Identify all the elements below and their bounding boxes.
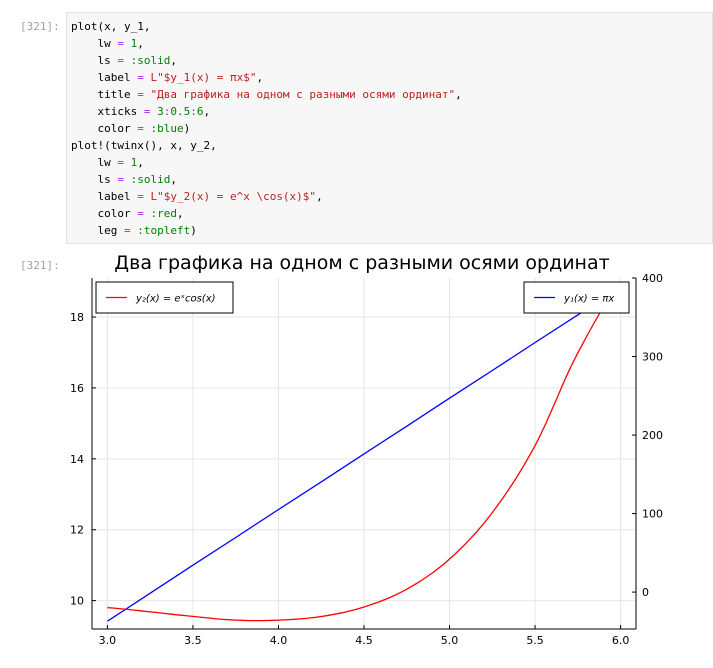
series xyxy=(107,286,622,622)
code-line: label = L"$y_2(x) = e^x \cos(x)$", xyxy=(71,188,462,205)
code-token: = xyxy=(137,71,144,84)
code-token: :red xyxy=(150,207,177,220)
code-token: = xyxy=(143,105,151,118)
code-line: plot(x, y_1, xyxy=(71,18,462,35)
legend-label-2: y₂(x) = eˣcos(x) xyxy=(135,294,216,305)
code-line: lw = 1, xyxy=(71,154,462,171)
left-y-tick-label: 16 xyxy=(70,382,84,395)
code-token: 1 xyxy=(130,37,138,50)
left-y-tick-label: 10 xyxy=(70,595,84,608)
legends: y₁(x) = πx y₂(x) = eˣcos(x) xyxy=(95,281,630,314)
code-token: : xyxy=(190,105,197,118)
code-line: ls = :solid, xyxy=(71,52,462,69)
code-line: ls = :solid, xyxy=(71,171,462,188)
code-token: :solid xyxy=(130,173,171,186)
axes: 3.0 3.5 4.0 4.5 5.0 5.5 6.0 10 12 14 16 18 0 100 200 30… xyxy=(70,272,663,647)
code-token: :solid xyxy=(130,54,171,67)
x-tick-label: 3.0 xyxy=(99,634,117,647)
code-token: plot!(twinx(), x, y_2, xyxy=(71,139,217,152)
input-prompt: [321]: xyxy=(20,20,60,33)
code-token: = xyxy=(117,173,124,186)
code-token: 3 xyxy=(157,105,164,118)
code-token: xticks xyxy=(71,105,144,118)
code-token: , xyxy=(170,173,177,186)
code-line: color = :blue) xyxy=(71,120,462,137)
code-token: = xyxy=(117,156,124,169)
code-token: ls xyxy=(71,173,118,186)
code-token: :topleft xyxy=(137,224,191,237)
code-token: , xyxy=(455,88,462,101)
x-tick-label: 4.0 xyxy=(270,634,288,647)
code-token: , xyxy=(316,190,323,203)
code-token: , xyxy=(170,54,177,67)
code-token: 1 xyxy=(130,156,138,169)
code-token: , xyxy=(176,207,184,220)
code-token: plot(x, y_1, xyxy=(71,20,151,33)
code-token: = xyxy=(137,88,144,101)
code-token: ls xyxy=(71,54,118,67)
code-token: :blue xyxy=(150,122,184,135)
code-token: label xyxy=(71,71,138,84)
code-token: title xyxy=(71,88,138,101)
code-token: 0.5 xyxy=(170,105,191,118)
code-token: , xyxy=(256,71,264,84)
code-token: lw xyxy=(71,156,118,169)
code-line: lw = 1, xyxy=(71,35,462,52)
code-token: = xyxy=(117,37,124,50)
code-token: = xyxy=(117,54,124,67)
code-token xyxy=(124,37,131,50)
right-y-tick-label: 400 xyxy=(642,272,663,285)
code-token: = xyxy=(137,207,144,220)
code-cell[interactable] xyxy=(66,12,713,244)
series-line-2 xyxy=(107,286,622,622)
output-prompt: [321]: xyxy=(20,259,60,272)
x-tick-label: 4.5 xyxy=(355,634,373,647)
chart: Два графика на одном с разными осями орд… xyxy=(70,252,663,647)
x-tick-label: 3.5 xyxy=(184,634,202,647)
code-line: color = :red, xyxy=(71,205,462,222)
code-token: , xyxy=(203,105,211,118)
code-token: , xyxy=(137,37,144,50)
code-line: title = "Два графика на одном с разными … xyxy=(71,86,462,103)
right-y-tick-label: 200 xyxy=(642,429,663,442)
right-y-tick-label: 100 xyxy=(642,508,663,521)
legend-label-1: y₁(x) = πx xyxy=(563,294,614,305)
code-line: plot!(twinx(), x, y_2, xyxy=(71,137,462,154)
code-token: "Два графика на одном с разными осями ор… xyxy=(150,88,456,101)
right-y-tick-label: 300 xyxy=(642,351,663,364)
code-token: L"$y_2(x) = e^x \cos(x)$" xyxy=(150,190,317,203)
x-tick-label: 5.5 xyxy=(526,634,544,647)
code-token: lw xyxy=(71,37,118,50)
code-token: 6 xyxy=(196,105,204,118)
right-y-tick-label: 0 xyxy=(642,586,649,599)
series-line-1 xyxy=(107,286,621,622)
chart-title: Два графика на одном с разными осями орд… xyxy=(114,252,609,274)
code-token: ) xyxy=(190,224,197,237)
left-y-tick-label: 12 xyxy=(70,524,84,537)
x-tick-label: 6.0 xyxy=(612,634,630,647)
code-line: label = L"$y_1(x) = πx$", xyxy=(71,69,462,86)
code-token: : xyxy=(163,105,171,118)
code-editor[interactable]: plot(x, y_1, lw = 1, ls = :solid, label … xyxy=(71,18,462,239)
code-token: ) xyxy=(183,122,191,135)
code-line: xticks = 3:0.5:6, xyxy=(71,103,462,120)
code-line: leg = :topleft) xyxy=(71,222,462,239)
code-token: , xyxy=(137,156,144,169)
code-token: color xyxy=(71,207,138,220)
x-tick-label: 5.0 xyxy=(441,634,459,647)
code-token xyxy=(124,156,131,169)
code-token: = xyxy=(137,190,144,203)
code-token: = xyxy=(137,122,144,135)
code-token: label xyxy=(71,190,138,203)
code-token: leg xyxy=(71,224,124,237)
left-y-tick-label: 18 xyxy=(70,311,84,324)
code-token xyxy=(124,173,131,186)
code-token xyxy=(124,54,131,67)
code-token: L"$y_1(x) = πx$" xyxy=(150,71,257,84)
code-token: = xyxy=(123,224,131,237)
left-y-tick-label: 14 xyxy=(70,453,84,466)
code-token: color xyxy=(71,122,138,135)
